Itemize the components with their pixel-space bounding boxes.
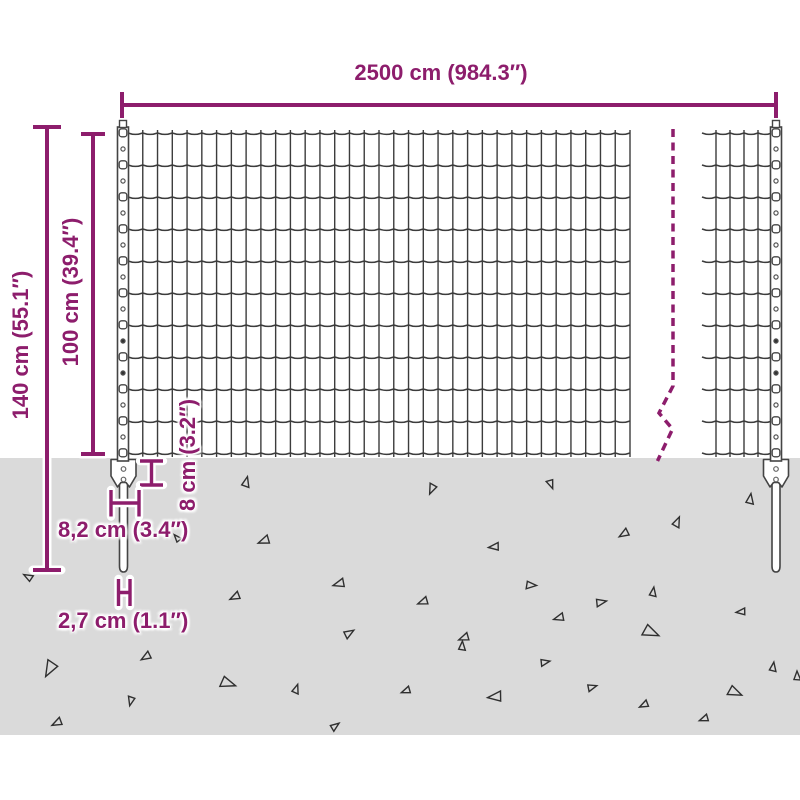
dim-spike-width — [114, 574, 135, 611]
post-anchors — [110, 457, 790, 573]
dim-total-height — [28, 122, 66, 575]
mesh-height-label: 100 cm (39.4″) — [58, 217, 83, 367]
total-width-label: 2500 cm (984.3″) — [354, 60, 528, 85]
anchor-width-label: 8,2 cm (3.4″) — [58, 517, 189, 542]
dim-anchor-depth — [135, 456, 168, 490]
break-line — [655, 129, 675, 462]
total-height-label: 140 cm (55.1″) — [8, 270, 33, 420]
dim-mesh-height — [76, 129, 110, 459]
fence-mesh — [127, 130, 773, 457]
ground-debris-triangles — [21, 474, 800, 733]
dim-anchor-width — [106, 485, 144, 521]
spike-width-label: 2,7 cm (1.1″) — [58, 608, 189, 633]
fence-posts — [116, 119, 783, 462]
dim-total-width — [120, 92, 778, 118]
dimension-lines — [28, 92, 778, 611]
